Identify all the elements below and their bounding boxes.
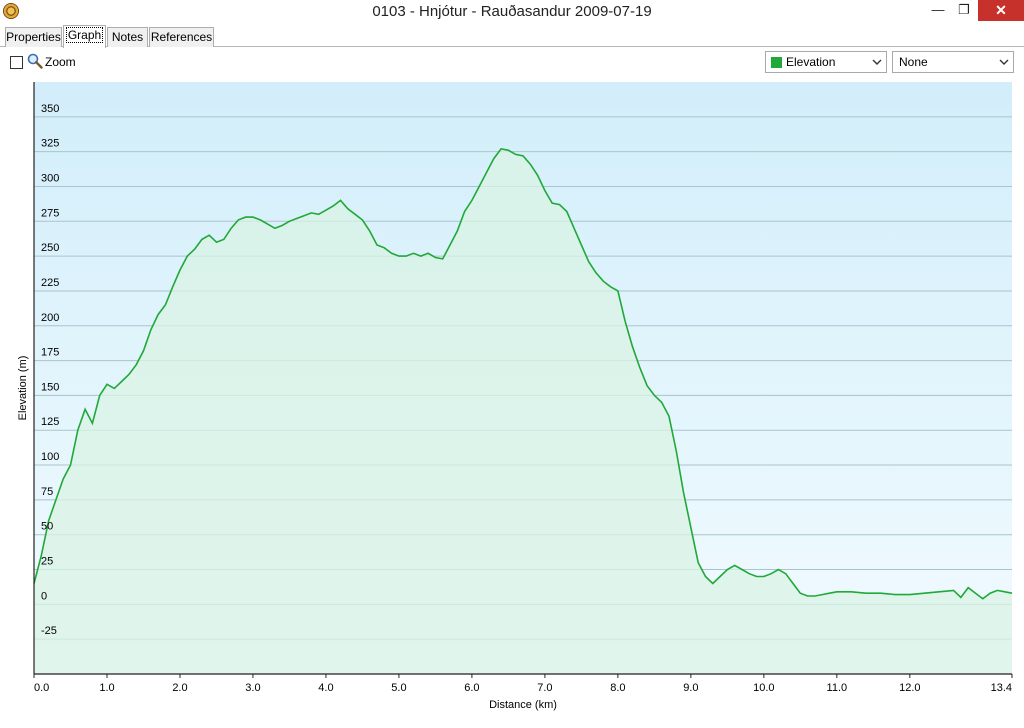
x-tick-label: 7.0 xyxy=(537,682,552,694)
y-axis-title: Elevation (m) xyxy=(17,356,29,421)
y-tick-label: 175 xyxy=(41,347,59,359)
window-title: 0103 - Hnjótur - Rauðasandur 2009-07-19 xyxy=(372,3,652,20)
chevron-down-icon xyxy=(999,59,1009,65)
y-tick-label: -25 xyxy=(41,625,57,637)
elevation-area-fill xyxy=(34,148,1012,674)
y-tick-label: 350 xyxy=(41,103,59,115)
elevation-chart[interactable]: 3503253002752502252001751501251007550250… xyxy=(0,78,1024,728)
x-tick-label: 11.0 xyxy=(827,682,848,694)
x-tick-label: 8.0 xyxy=(610,682,625,694)
x-tick-label: 5.0 xyxy=(391,682,406,694)
x-tick-label: 2.0 xyxy=(172,682,187,694)
x-tick-label: 9.0 xyxy=(683,682,698,694)
x-tick-label: 13.4 xyxy=(991,682,1012,694)
y-tick-label: 25 xyxy=(41,556,53,568)
tab-properties[interactable]: Properties xyxy=(5,27,62,47)
zoom-checkbox[interactable] xyxy=(10,56,23,69)
restore-button[interactable]: ❐ xyxy=(958,2,970,17)
title-bar: 0103 - Hnjótur - Rauðasandur 2009-07-19 … xyxy=(0,0,1024,24)
tab-notes[interactable]: Notes xyxy=(107,27,148,47)
y-tick-label: 325 xyxy=(41,138,59,150)
x-tick-labels: 0.0 1.0 2.0 3.0 4.0 5.0 6.0 7.0 8.0 9.0 10.0 11.0 12… xyxy=(34,682,1012,694)
tab-references[interactable]: References xyxy=(149,27,214,47)
elevation-series-line xyxy=(33,148,1013,600)
tab-strip: Properties Graph Notes References xyxy=(0,24,1024,48)
magnifier-icon xyxy=(27,53,43,69)
axes xyxy=(33,82,1013,678)
tab-label: References xyxy=(150,30,213,44)
x-tick-label: 10.0 xyxy=(753,682,774,694)
y-tick-label: 250 xyxy=(41,242,59,254)
minimize-button[interactable]: — xyxy=(931,2,945,17)
y-tick-label: 300 xyxy=(41,172,59,184)
y-tick-labels: 3503253002752502252001751501251007550250… xyxy=(41,103,59,637)
y-tick-label: 0 xyxy=(41,590,47,602)
chevron-down-icon xyxy=(872,59,882,65)
x-tick-label: 0.0 xyxy=(34,682,49,694)
primary-series-value: Elevation xyxy=(786,55,836,69)
tab-label: Notes xyxy=(111,30,144,44)
zoom-label: Zoom xyxy=(45,55,76,69)
y-tick-label: 200 xyxy=(41,312,59,324)
x-axis-title: Distance (km) xyxy=(489,699,557,711)
tab-graph[interactable]: Graph xyxy=(63,25,106,48)
y-tick-label: 125 xyxy=(41,416,59,428)
x-tick-label: 1.0 xyxy=(99,682,114,694)
x-tick-label: 4.0 xyxy=(318,682,333,694)
y-tick-label: 75 xyxy=(41,486,53,498)
x-tick-label: 6.0 xyxy=(464,682,479,694)
x-tick-label: 12.0 xyxy=(899,682,920,694)
elevation-color-swatch xyxy=(771,57,782,68)
graph-toolbar: Zoom Elevation None xyxy=(0,48,1024,78)
y-tick-label: 225 xyxy=(41,277,59,289)
tab-label: Graph xyxy=(65,27,104,43)
y-tick-label: 150 xyxy=(41,381,59,393)
gps-app-icon[interactable] xyxy=(3,3,19,19)
y-tick-label: 50 xyxy=(41,521,53,533)
tab-label: Properties xyxy=(6,30,61,44)
close-button[interactable]: ✕ xyxy=(978,0,1024,21)
y-tick-label: 100 xyxy=(41,451,59,463)
x-tick-label: 3.0 xyxy=(245,682,260,694)
y-tick-label: 275 xyxy=(41,207,59,219)
secondary-series-value: None xyxy=(899,55,928,69)
secondary-series-select[interactable]: None xyxy=(892,51,1014,73)
primary-series-select[interactable]: Elevation xyxy=(765,51,887,73)
